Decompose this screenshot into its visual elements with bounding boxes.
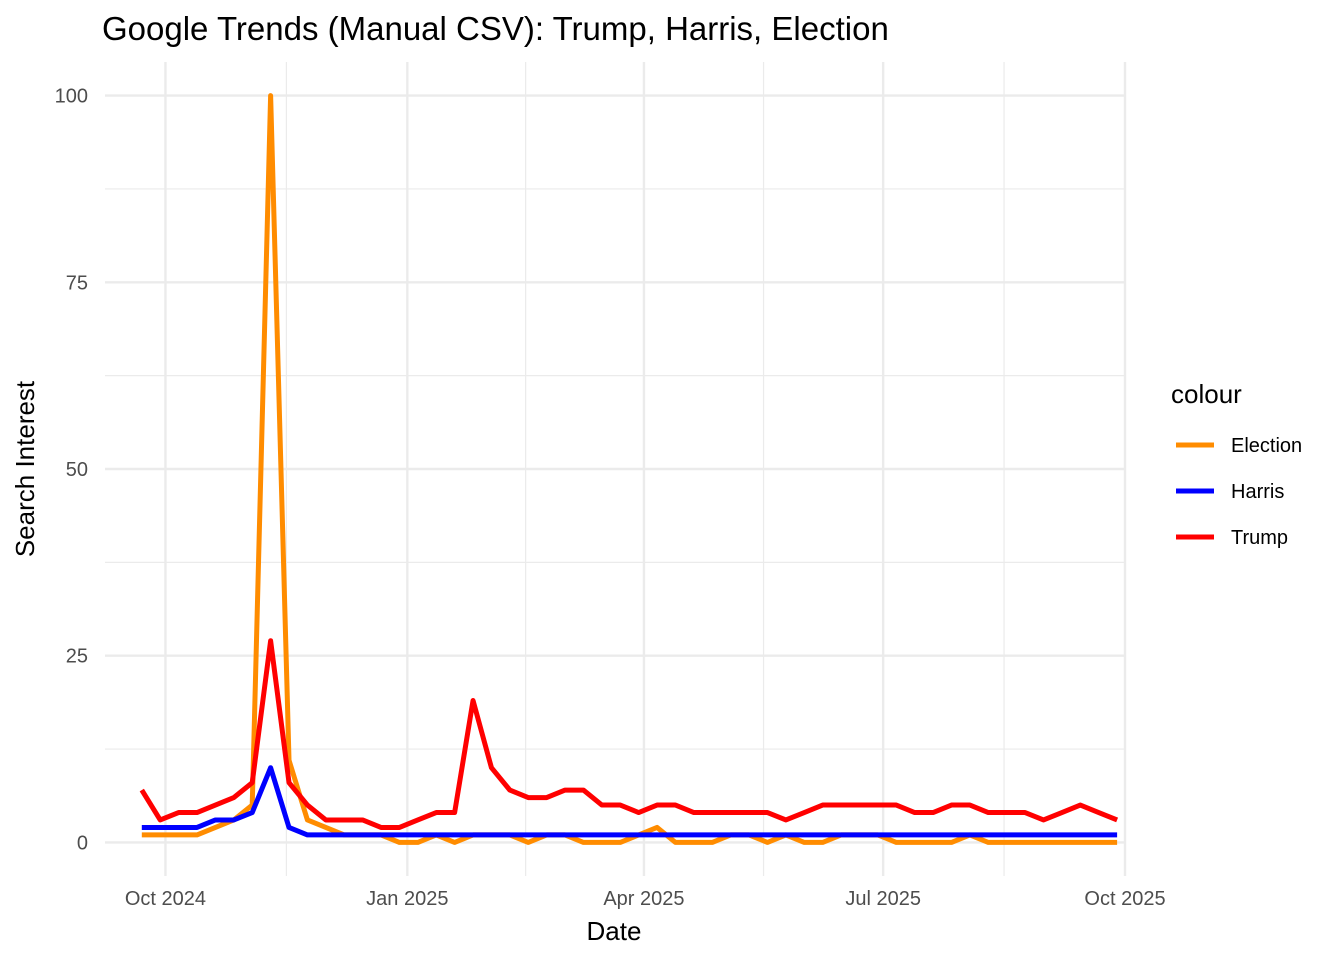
x-tick-label: Jul 2025 xyxy=(845,888,921,910)
y-tick-label: 0 xyxy=(77,832,88,854)
y-tick-label: 25 xyxy=(66,646,88,668)
legend: colour Election Harris Trump xyxy=(1171,379,1302,549)
x-tick-label: Jan 2025 xyxy=(366,888,448,910)
x-axis-title: Date xyxy=(587,916,642,946)
legend-label-harris: Harris xyxy=(1231,481,1284,503)
y-tick-label: 75 xyxy=(66,272,88,294)
y-axis: 0 25 50 75 100 xyxy=(55,86,88,855)
chart-title: Google Trends (Manual CSV): Trump, Harri… xyxy=(102,10,889,47)
y-axis-title: Search Interest xyxy=(10,380,40,557)
x-tick-label: Apr 2025 xyxy=(603,888,684,910)
legend-items: Election Harris Trump xyxy=(1176,435,1302,549)
series-line-trump xyxy=(139,638,1119,830)
series-lines xyxy=(139,93,1119,845)
y-tick-label: 100 xyxy=(55,86,88,108)
x-axis: Oct 2024 Jan 2025 Apr 2025 Jul 2025 Oct 2025 xyxy=(125,888,1166,910)
x-tick-label: Oct 2024 xyxy=(125,888,206,910)
series-line-election xyxy=(141,93,1118,845)
y-tick-label: 50 xyxy=(66,459,88,481)
series-line-harris xyxy=(141,765,1118,838)
legend-label-trump: Trump xyxy=(1231,527,1288,549)
plot-panel xyxy=(105,62,1127,876)
x-tick-label: Oct 2025 xyxy=(1084,888,1165,910)
legend-label-election: Election xyxy=(1231,435,1302,457)
legend-title: colour xyxy=(1171,379,1242,409)
